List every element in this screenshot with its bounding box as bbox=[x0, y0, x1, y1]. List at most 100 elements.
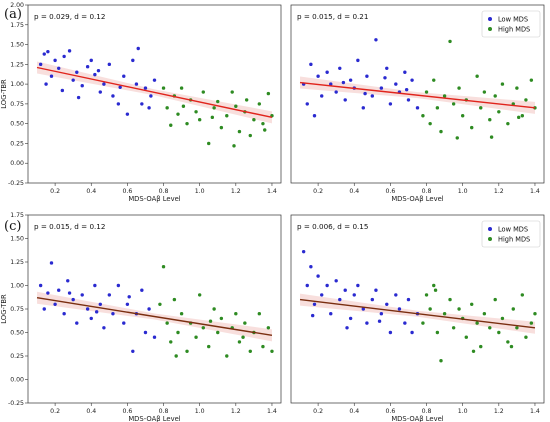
high-mds-point bbox=[216, 99, 220, 104]
high-mds-point bbox=[234, 104, 238, 108]
high-mds-point bbox=[232, 144, 236, 148]
regression-line bbox=[36, 297, 273, 337]
high-mds-point bbox=[439, 359, 443, 363]
low-mds-point bbox=[325, 70, 329, 74]
high-mds-point bbox=[201, 326, 205, 330]
x-tick-label: 1.0 bbox=[458, 408, 468, 415]
x-tick-label: 1.0 bbox=[195, 408, 205, 415]
low-mds-point bbox=[149, 94, 153, 98]
x-tick-label: 1.4 bbox=[267, 188, 277, 195]
high-mds-point bbox=[520, 114, 525, 118]
legend-marker bbox=[488, 237, 492, 241]
low-mds-point bbox=[403, 70, 407, 74]
high-mds-point bbox=[241, 335, 245, 339]
low-mds-point bbox=[370, 94, 375, 98]
high-mds-point bbox=[489, 135, 494, 139]
high-mds-point bbox=[432, 78, 436, 82]
high-mds-point bbox=[165, 321, 169, 325]
high-mds-point bbox=[482, 312, 487, 316]
high-mds-point bbox=[457, 307, 461, 311]
low-mds-point bbox=[44, 82, 48, 86]
low-mds-point bbox=[53, 58, 57, 63]
low-mds-point bbox=[131, 349, 135, 353]
high-mds-point bbox=[475, 321, 479, 325]
low-mds-point bbox=[352, 293, 356, 297]
regression-line bbox=[299, 81, 536, 109]
low-mds-point bbox=[71, 78, 75, 82]
low-mds-point bbox=[140, 102, 144, 106]
x-tick-label: 1.4 bbox=[267, 408, 277, 415]
high-mds-point bbox=[225, 114, 229, 118]
high-mds-point bbox=[488, 118, 492, 122]
x-tick-label: 0.2 bbox=[50, 408, 60, 415]
high-mds-point bbox=[511, 307, 515, 311]
low-mds-point bbox=[397, 307, 402, 311]
high-mds-point bbox=[185, 121, 189, 126]
low-mds-point bbox=[38, 283, 43, 288]
high-mds-point bbox=[266, 91, 271, 96]
low-mds-point bbox=[66, 279, 70, 283]
low-mds-point bbox=[46, 291, 50, 295]
high-mds-point bbox=[424, 90, 429, 94]
low-mds-point bbox=[143, 86, 148, 90]
low-mds-point bbox=[57, 66, 61, 70]
high-mds-point bbox=[529, 321, 534, 325]
low-mds-point bbox=[363, 91, 367, 96]
high-mds-point bbox=[237, 340, 242, 344]
low-mds-point bbox=[122, 321, 126, 325]
high-mds-point bbox=[161, 86, 166, 90]
y-tick-label: 0.25 bbox=[10, 353, 24, 360]
high-mds-point bbox=[533, 106, 537, 110]
low-mds-point bbox=[53, 302, 57, 306]
x-tick-label: 1.2 bbox=[494, 408, 504, 415]
low-mds-point bbox=[111, 94, 115, 98]
high-mds-point bbox=[252, 118, 256, 122]
low-mds-point bbox=[118, 85, 122, 89]
high-mds-point bbox=[488, 326, 492, 330]
high-mds-point bbox=[470, 125, 474, 130]
low-mds-point bbox=[301, 249, 306, 254]
low-mds-point bbox=[127, 295, 131, 299]
low-mds-point bbox=[329, 312, 333, 316]
high-mds-point bbox=[470, 302, 474, 306]
low-mds-point bbox=[356, 58, 360, 63]
low-mds-point bbox=[320, 293, 324, 297]
high-mds-point bbox=[234, 312, 238, 316]
panel-label: (a) bbox=[4, 7, 22, 22]
high-mds-point bbox=[497, 110, 501, 114]
low-mds-point bbox=[410, 78, 414, 82]
high-mds-point bbox=[520, 293, 525, 297]
low-mds-point bbox=[49, 261, 54, 265]
low-mds-point bbox=[345, 326, 349, 330]
low-mds-point bbox=[67, 49, 72, 53]
low-mds-point bbox=[122, 74, 126, 78]
low-mds-point bbox=[312, 114, 317, 118]
high-mds-point bbox=[179, 86, 184, 90]
high-mds-point bbox=[428, 121, 432, 126]
low-mds-point bbox=[316, 274, 320, 278]
low-mds-point bbox=[111, 312, 115, 316]
low-mds-point bbox=[309, 62, 313, 67]
high-mds-point bbox=[433, 288, 438, 292]
high-mds-point bbox=[464, 335, 468, 339]
high-mds-point bbox=[432, 283, 436, 288]
high-mds-point bbox=[216, 330, 220, 335]
low-mds-point bbox=[107, 62, 112, 67]
low-mds-point bbox=[98, 302, 102, 306]
high-mds-point bbox=[457, 86, 461, 90]
low-mds-point bbox=[134, 82, 139, 86]
legend-box bbox=[481, 220, 541, 248]
y-tick-label: 1.00 bbox=[10, 81, 24, 88]
x-tick-label: 0.6 bbox=[122, 408, 132, 415]
low-mds-point bbox=[96, 68, 101, 73]
high-mds-point bbox=[208, 319, 213, 323]
low-mds-point bbox=[76, 95, 81, 100]
low-mds-point bbox=[415, 106, 420, 110]
y-axis-label: LOG-TBR bbox=[0, 79, 8, 109]
high-mds-point bbox=[448, 297, 452, 302]
high-mds-point bbox=[421, 114, 425, 118]
low-mds-point bbox=[374, 288, 378, 292]
high-mds-point bbox=[174, 354, 178, 358]
y-tick-label: 0.00 bbox=[10, 160, 24, 167]
low-mds-point bbox=[85, 65, 90, 69]
